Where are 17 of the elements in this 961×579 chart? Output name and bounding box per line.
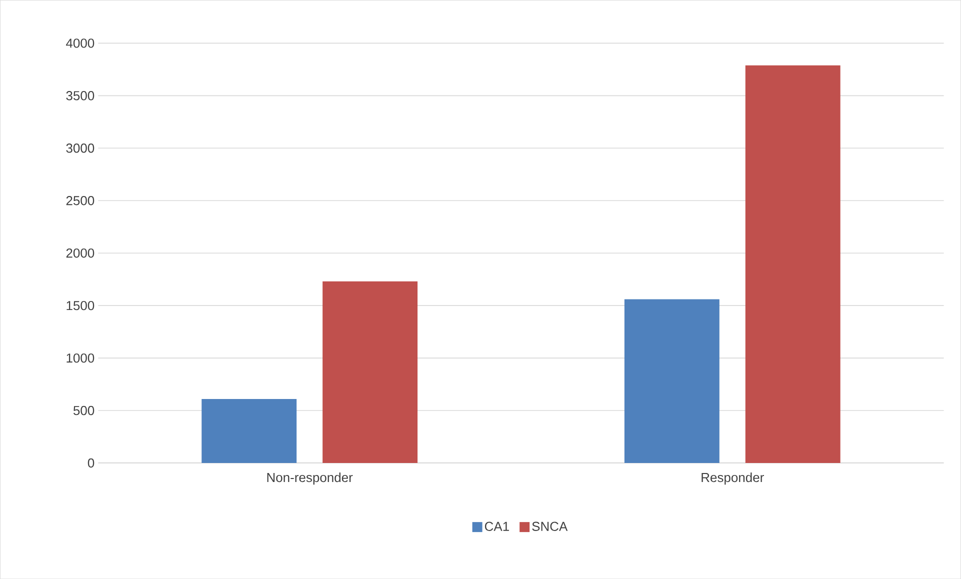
y-tick-label: 0 — [88, 458, 94, 468]
y-tick-label: 500 — [73, 406, 94, 416]
bar — [624, 299, 720, 463]
bar — [322, 281, 418, 463]
x-tick-label: Responder — [702, 472, 764, 485]
y-tick-label: 4000 — [66, 38, 94, 48]
legend-label: SNCA — [532, 522, 568, 531]
x-tick-label: Non-responder — [267, 472, 353, 485]
bar — [745, 65, 840, 463]
y-tick-label: 3000 — [66, 143, 94, 153]
y-tick-label: 1500 — [66, 300, 94, 310]
y-tick-label: 3500 — [66, 90, 94, 100]
legend-label: CA1 — [484, 522, 509, 531]
bar — [202, 398, 297, 463]
y-tick-label: 2500 — [66, 196, 94, 206]
y-tick-label: 2000 — [66, 248, 94, 258]
y-tick-label: 1000 — [66, 353, 94, 363]
